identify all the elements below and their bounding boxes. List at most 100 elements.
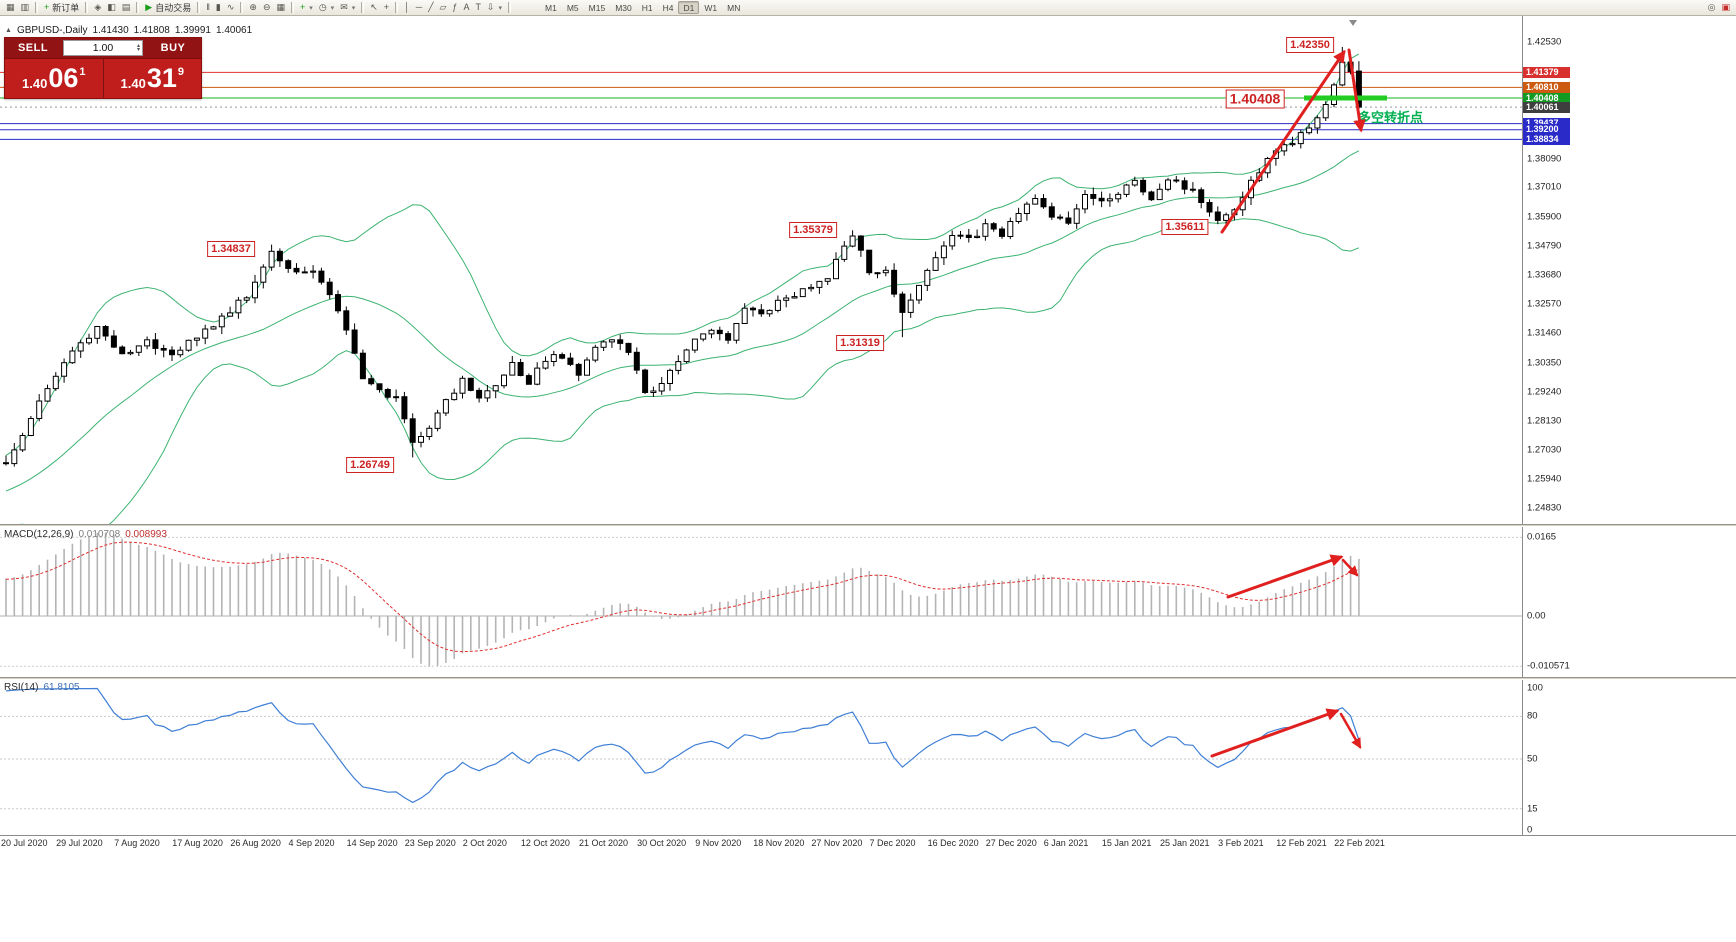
rsi-line (5, 687, 1360, 804)
time-axis-label: 2 Oct 2020 (462, 838, 507, 848)
volume-field[interactable]: 1.00 ▴ ▾ (63, 40, 143, 56)
price-chip-1.39437[interactable]: 1.39437 (1523, 118, 1570, 130)
price-chip-1.39200[interactable]: 1.39200 (1523, 124, 1570, 136)
tile-windows[interactable]: ▦ (274, 1, 289, 15)
zoom-in[interactable]: ⊕ (246, 1, 260, 15)
price-annotation-1.40408[interactable]: 1.40408 (1225, 89, 1285, 109)
toolbar-separator (85, 2, 89, 13)
timeframe-m5[interactable]: M5 (566, 3, 579, 13)
chart-shift-marker[interactable] (1349, 20, 1357, 26)
dropdown-arrow-icon: ▾ (498, 4, 503, 12)
time-axis-label: 23 Sep 2020 (404, 838, 456, 848)
timeframe-w1[interactable]: W1 (704, 3, 718, 13)
time-axis-label: 26 Aug 2020 (230, 838, 281, 848)
channel-tool[interactable]: ▱ (437, 1, 450, 15)
time-axis-label: 22 Feb 2021 (1334, 838, 1385, 848)
support-level-bar[interactable] (1304, 95, 1387, 101)
search-icon: ◎ (1707, 2, 1716, 12)
sell-price[interactable]: 1.40 06 1 (5, 59, 104, 98)
price-annotation-1.31319[interactable]: 1.31319 (836, 335, 884, 351)
price-annotation-1.35379[interactable]: 1.35379 (789, 222, 837, 238)
toolbar: ▦ ▥ + 新订单 ◈ ◧ ▤ ▶ 自动交易 ‖ ▮ ∿ ⊕ ⊖ ▦ + ▾ ◷ ▾ ✉ ▾ ↖ + │ ─ ╱ ▱ ƒ A T ⇩ ▾ M1… (0, 0, 1736, 16)
template-selector[interactable]: ✉ ▾ (337, 1, 358, 15)
macd-panel-splitter[interactable] (0, 524, 1736, 527)
price-chip-1.38834[interactable]: 1.38834 (1523, 133, 1570, 145)
vertical-line-tool[interactable]: │ (401, 1, 413, 15)
rsi-indicator-chart[interactable] (0, 680, 1522, 835)
trade-panel-toggle-icon[interactable]: ▲ (5, 27, 12, 34)
text-tool[interactable]: A (460, 1, 472, 15)
price-annotation-1.34837[interactable]: 1.34837 (207, 241, 255, 257)
add-indicator[interactable]: + ▾ (297, 1, 316, 15)
trendline-tool[interactable]: ╱ (425, 1, 436, 15)
arrow-objects-tool[interactable]: ⇩ ▾ (484, 1, 505, 15)
cursor-tool[interactable]: ↖ (367, 1, 381, 15)
cursor-tool-icon: ↖ (370, 2, 378, 12)
fibonacci-tool-icon: ƒ (452, 2, 458, 12)
timeframe-mn[interactable]: MN (727, 3, 741, 13)
time-axis-label: 27 Dec 2020 (985, 838, 1037, 848)
horizontal-line-tool[interactable]: ─ (413, 1, 425, 15)
text-label-tool[interactable]: T (472, 1, 484, 15)
price-chip-1.40408[interactable]: 1.40408 (1523, 92, 1570, 104)
crosshair-tool[interactable]: + (381, 1, 392, 15)
line-chart-mode-icon: ∿ (226, 2, 235, 12)
stepper-up-icon[interactable]: ▴ (136, 43, 140, 49)
timeframe-m1[interactable]: M1 (545, 3, 557, 13)
timeframe-d1[interactable]: D1 (678, 1, 700, 14)
price-annotation-1.26749[interactable]: 1.26749 (346, 457, 394, 473)
market-watch[interactable]: ◈ (91, 1, 104, 15)
timeframe-toolbar: M1 M5 M15 M30 H1 H4 D1 W1 MN (540, 0, 745, 15)
new-order[interactable]: + 新订单 (41, 1, 82, 15)
profiles[interactable]: ▥ (18, 1, 33, 15)
bar-chart-mode[interactable]: ‖ (203, 1, 213, 15)
search[interactable]: ◎ (1705, 1, 1719, 15)
text-label-tool-icon: T (475, 2, 481, 12)
timeframe-h4[interactable]: H4 (662, 3, 674, 13)
new-chart[interactable]: ▦ (3, 1, 18, 15)
time-axis-label: 15 Jan 2021 (1101, 838, 1152, 848)
rsi-axis-label: 80 (1527, 710, 1538, 722)
stepper-down-icon[interactable]: ▾ (136, 47, 140, 53)
dropdown-arrow-icon: ▾ (309, 4, 313, 12)
buy-price[interactable]: 1.40 31 9 (104, 59, 202, 98)
macd-label: MACD(12,26,9) 0.010708 0.008993 (4, 529, 167, 540)
price-chip-1.40061[interactable]: 1.40061 (1523, 101, 1570, 113)
price-annotation-1.42350[interactable]: 1.42350 (1286, 37, 1334, 53)
timeframe-h1[interactable]: H1 (641, 3, 653, 13)
rsi-axis-label: 0 (1527, 824, 1533, 836)
terminal-window[interactable]: ▤ (119, 1, 134, 15)
alerts[interactable]: ▣ (1718, 1, 1733, 15)
timeframe-m30[interactable]: M30 (615, 3, 632, 13)
auto-trading-icon: ▶ (145, 2, 153, 12)
zoom-out[interactable]: ⊖ (260, 1, 274, 15)
candlestick-chart[interactable] (0, 16, 1522, 524)
macd-indicator-chart[interactable] (0, 527, 1522, 677)
toolbar-separator (240, 2, 244, 13)
turning-point-label[interactable]: 多空转折点 (1358, 110, 1424, 125)
price-chip-1.41379[interactable]: 1.41379 (1523, 66, 1570, 78)
sell-button[interactable]: SELL (17, 42, 49, 54)
time-axis-label: 17 Aug 2020 (172, 838, 223, 848)
period-selector[interactable]: ◷ ▾ (316, 1, 337, 15)
one-click-trading-panel: SELL 1.00 ▴ ▾ BUY 1.40 06 1 1.40 31 9 (4, 37, 202, 99)
zoom-out-icon: ⊖ (262, 2, 271, 12)
data-window[interactable]: ◧ (104, 1, 119, 15)
price-chip-1.40810[interactable]: 1.40810 (1523, 81, 1570, 93)
tile-windows-icon: ▦ (276, 2, 286, 12)
buy-button[interactable]: BUY (160, 42, 186, 54)
toolbar-separator (197, 2, 201, 13)
auto-trading[interactable]: ▶ 自动交易 (142, 1, 194, 15)
candlestick-mode[interactable]: ▮ (213, 1, 224, 15)
zoom-in-icon: ⊕ (249, 2, 257, 12)
price-annotation-1.35611[interactable]: 1.35611 (1161, 219, 1209, 235)
volume-stepper[interactable]: ▴ ▾ (137, 41, 140, 55)
timeframe-m15[interactable]: M15 (588, 3, 606, 13)
toolbar-separator (136, 2, 140, 13)
toolbar-icon-groups: ▦ ▥ + 新订单 ◈ ◧ ▤ ▶ 自动交易 ‖ ▮ ∿ ⊕ ⊖ ▦ + ▾ ◷ ▾ ✉ ▾ ↖ + │ ─ ╱ ▱ ƒ A T ⇩ ▾ (3, 0, 505, 15)
rsi-panel-splitter[interactable] (0, 677, 1736, 680)
fibonacci-tool[interactable]: ƒ (449, 1, 460, 15)
time-axis-label: 6 Jan 2021 (1043, 838, 1089, 848)
line-chart-mode[interactable]: ∿ (224, 1, 238, 15)
data-window-icon: ◧ (107, 2, 116, 12)
